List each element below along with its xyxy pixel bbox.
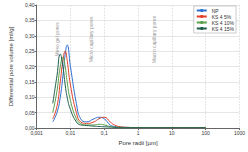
svg-text:0,30: 0,30: [25, 33, 35, 39]
svg-text:0,00: 0,00: [24, 125, 35, 131]
svg-text:Pore radii [µm]: Pore radii [µm]: [118, 140, 157, 146]
svg-text:KS 4 15%: KS 4 15%: [212, 26, 235, 32]
svg-text:Macro capillary pores: Macro capillary pores: [151, 15, 157, 63]
svg-text:0,10: 0,10: [25, 94, 35, 100]
svg-text:Meso gel pores: Meso gel pores: [54, 22, 60, 57]
svg-text:0,001: 0,001: [30, 130, 43, 136]
svg-text:10: 10: [169, 130, 175, 136]
svg-text:1000: 1000: [234, 130, 245, 136]
svg-text:NP: NP: [211, 7, 219, 14]
svg-text:0,20: 0,20: [25, 64, 35, 70]
svg-text:0,15: 0,15: [25, 79, 35, 85]
svg-text:KS 4 10%: KS 4 10%: [211, 19, 234, 26]
svg-text:0,40: 0,40: [25, 2, 35, 8]
svg-text:0,05: 0,05: [25, 110, 35, 116]
svg-text:Micro capillary pores: Micro capillary pores: [88, 16, 94, 62]
svg-text:0,01: 0,01: [66, 130, 76, 136]
svg-text:100: 100: [201, 130, 210, 136]
svg-text:1: 1: [137, 130, 140, 136]
svg-text:Differential pore volume [ml/g: Differential pore volume [ml/g]: [8, 26, 14, 106]
svg-text:KS 4 5%: KS 4 5%: [211, 13, 232, 20]
svg-text:0,25: 0,25: [25, 48, 35, 54]
svg-text:0,35: 0,35: [25, 17, 35, 23]
svg-text:0,1: 0,1: [101, 130, 108, 136]
